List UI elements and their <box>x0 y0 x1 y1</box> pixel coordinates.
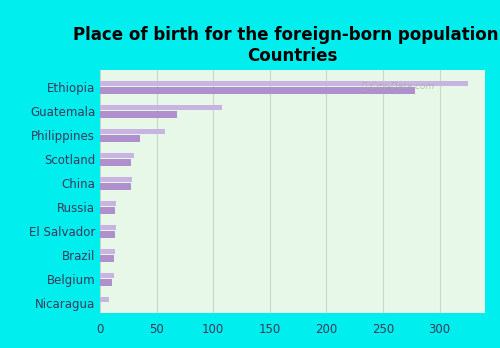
Bar <box>100 224 116 230</box>
Bar <box>100 87 415 94</box>
Text: Ⓜ City-Data.com: Ⓜ City-Data.com <box>362 82 434 91</box>
Bar <box>100 296 109 302</box>
Bar <box>100 111 177 118</box>
Bar <box>100 279 112 286</box>
Bar <box>100 153 134 158</box>
Bar <box>100 177 132 182</box>
Bar <box>100 248 114 254</box>
Bar <box>100 183 130 190</box>
Bar <box>100 272 114 278</box>
Bar <box>100 231 114 238</box>
Bar <box>100 129 164 134</box>
Bar <box>100 201 116 206</box>
Bar <box>100 255 114 262</box>
Bar <box>100 81 468 86</box>
Bar <box>100 135 140 142</box>
Title: Place of birth for the foreign-born population -
Countries: Place of birth for the foreign-born popu… <box>74 26 500 65</box>
Bar <box>100 207 114 214</box>
Bar <box>100 105 222 110</box>
Bar <box>100 159 130 166</box>
